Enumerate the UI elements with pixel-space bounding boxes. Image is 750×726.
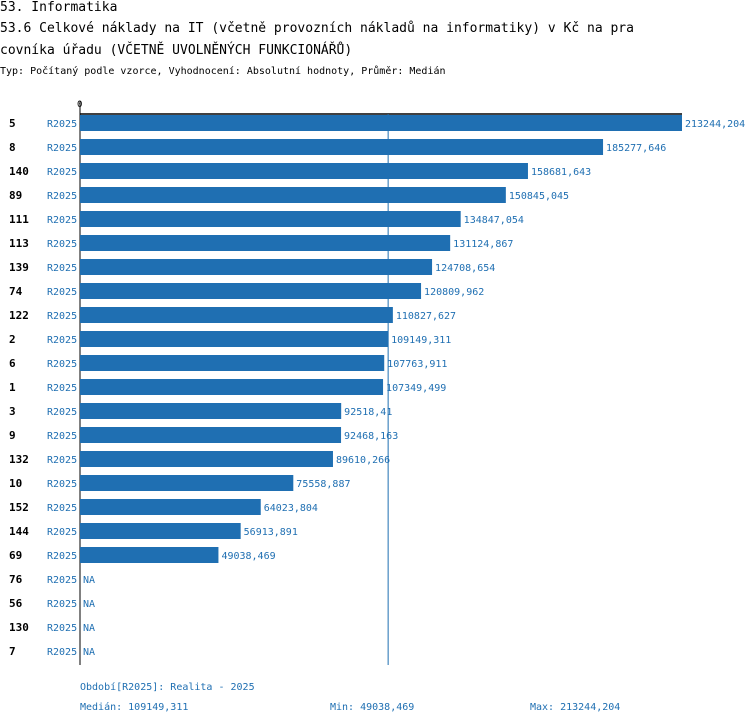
bar-value-label: 75558,887: [296, 479, 350, 490]
row-series-label: R2025: [47, 383, 77, 394]
row-series-label: R2025: [47, 623, 77, 634]
bar-value-label: 150845,045: [509, 191, 569, 202]
bar: [80, 451, 333, 467]
row-series-label: R2025: [47, 359, 77, 370]
row-series-label: R2025: [47, 119, 77, 130]
bar: [80, 403, 342, 419]
row-id-label: 139: [9, 261, 29, 274]
row-series-label: R2025: [47, 503, 77, 514]
row-id-label: 122: [9, 309, 29, 322]
bar-value-label: NA: [83, 575, 95, 586]
row-id-label: 144: [9, 525, 29, 538]
row-series-label: R2025: [47, 239, 77, 250]
bar-value-label: 89610,266: [336, 455, 390, 466]
row-series-label: R2025: [47, 551, 77, 562]
row-id-label: 10: [9, 477, 22, 490]
bar-value-label: NA: [83, 599, 95, 610]
bar-value-label: 131124,867: [453, 239, 513, 250]
bar: [80, 211, 461, 227]
row-id-label: 56: [9, 597, 23, 610]
row-series-label: R2025: [47, 431, 77, 442]
row-id-label: 5: [9, 117, 16, 130]
bar-value-label: 109149,311: [391, 335, 451, 346]
row-series-label: R2025: [47, 191, 77, 202]
bar-value-label: 213244,204: [685, 119, 745, 130]
footer-max: Max: 213244,204: [530, 702, 621, 713]
row-series-label: R2025: [47, 143, 77, 154]
bar: [80, 283, 422, 299]
row-id-label: 69: [9, 549, 22, 562]
row-id-label: 9: [9, 429, 16, 442]
bar-value-label: 158681,643: [531, 167, 591, 178]
bar: [80, 139, 604, 155]
row-id-label: 152: [9, 501, 29, 514]
bar: [80, 331, 389, 347]
row-series-label: R2025: [47, 479, 77, 490]
row-series-label: R2025: [47, 263, 77, 274]
bar: [80, 355, 385, 371]
bar-value-label: 185277,646: [606, 143, 666, 154]
bar-value-label: NA: [83, 647, 95, 658]
row-series-label: R2025: [47, 407, 77, 418]
row-series-label: R2025: [47, 167, 77, 178]
bar: [80, 475, 294, 491]
bar-value-label: 134847,054: [464, 215, 524, 226]
row-series-label: R2025: [47, 455, 77, 466]
bar: [80, 523, 241, 539]
bar-value-label: NA: [83, 623, 95, 634]
bar: [80, 427, 342, 443]
bar: [80, 547, 219, 563]
footer-period: Období[R2025]: Realita - 2025: [80, 682, 255, 693]
bar-value-label: 92468,163: [344, 431, 398, 442]
chart-title-line-2: covníka úřadu (VČETNĚ UVOLNĚNÝCH FUNKCIO…: [0, 43, 353, 58]
bar: [80, 259, 433, 275]
row-series-label: R2025: [47, 527, 77, 538]
bar: [80, 499, 261, 515]
bar: [80, 163, 528, 179]
row-id-label: 7: [9, 645, 16, 658]
bar: [80, 235, 451, 251]
row-id-label: 89: [9, 189, 22, 202]
chart-title-line-1: 53.6 Celkové náklady na IT (včetně provo…: [0, 21, 634, 36]
footer-median: Medián: 109149,311: [80, 702, 189, 713]
bar-value-label: 107349,499: [386, 383, 446, 394]
row-id-label: 140: [9, 165, 29, 178]
bar-value-label: 110827,627: [396, 311, 456, 322]
row-series-label: R2025: [47, 335, 77, 346]
bar: [80, 187, 506, 203]
row-series-label: R2025: [47, 647, 77, 658]
bar-value-label: 49038,469: [221, 551, 275, 562]
bar: [80, 379, 384, 395]
row-series-label: R2025: [47, 599, 77, 610]
row-id-label: 111: [9, 213, 29, 226]
row-id-label: 130: [9, 621, 29, 634]
row-series-label: R2025: [47, 287, 77, 298]
bar: [80, 307, 393, 323]
row-series-label: R2025: [47, 311, 77, 322]
row-id-label: 113: [9, 237, 29, 250]
chart-subtitle: Typ: Počítaný podle vzorce, Vyhodnocení:…: [0, 66, 446, 77]
bar-value-label: 124708,654: [435, 263, 495, 274]
row-series-label: R2025: [47, 575, 77, 586]
row-id-label: 132: [9, 453, 29, 466]
row-id-label: 8: [9, 141, 16, 154]
bar-value-label: 64023,804: [264, 503, 318, 514]
bar-value-label: 92518,41: [344, 407, 392, 418]
footer-min: Min: 49038,469: [330, 702, 415, 713]
bar: [80, 115, 682, 131]
bar-value-label: 107763,911: [387, 359, 447, 370]
row-id-label: 74: [9, 285, 23, 298]
row-id-label: 1: [9, 381, 16, 394]
row-id-label: 6: [9, 357, 16, 370]
row-series-label: R2025: [47, 215, 77, 226]
row-id-label: 76: [9, 573, 23, 586]
row-id-label: 2: [9, 333, 16, 346]
row-id-label: 3: [9, 405, 16, 418]
bar-value-label: 56913,891: [244, 527, 298, 538]
bar-value-label: 120809,962: [424, 287, 484, 298]
section-title: 53. Informatika: [0, 0, 118, 15]
